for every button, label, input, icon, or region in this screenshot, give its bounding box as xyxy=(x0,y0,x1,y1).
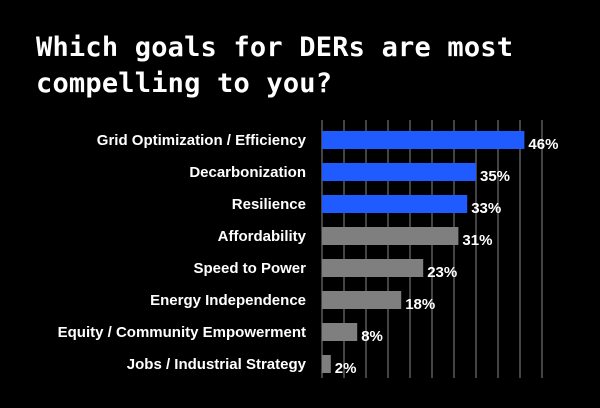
value-label-2: 33% xyxy=(471,200,501,217)
value-label-6: 8% xyxy=(361,328,383,345)
bar-3 xyxy=(322,227,459,245)
bar-4 xyxy=(322,259,424,277)
bar-0 xyxy=(322,131,525,149)
bar-7 xyxy=(322,355,331,373)
category-label-7: Jobs / Industrial Strategy xyxy=(127,356,307,373)
value-label-4: 23% xyxy=(427,264,457,281)
bar-2 xyxy=(322,195,468,213)
category-labels: Grid Optimization / Efficiency Decarboniz… xyxy=(58,132,307,373)
category-label-2: Resilience xyxy=(232,196,306,213)
value-label-1: 35% xyxy=(480,168,510,185)
bar-1 xyxy=(322,163,476,181)
category-label-1: Decarbonization xyxy=(189,164,306,181)
value-label-3: 31% xyxy=(462,232,492,249)
category-label-0: Grid Optimization / Efficiency xyxy=(97,132,307,149)
bar-6 xyxy=(322,323,358,341)
category-label-6: Equity / Community Empowerment xyxy=(58,324,306,341)
category-label-3: Affordability xyxy=(218,228,307,245)
bars xyxy=(322,131,525,373)
value-label-0: 46% xyxy=(528,136,558,153)
chart-title: Which goals for DERs are most compelling… xyxy=(36,32,514,99)
value-label-5: 18% xyxy=(405,296,435,313)
category-label-4: Speed to Power xyxy=(193,260,306,277)
value-label-7: 2% xyxy=(335,360,357,377)
bar-5 xyxy=(322,291,402,309)
value-labels: 46% 35% 33% 31% 23% 18% 8%2% xyxy=(335,136,559,377)
category-label-5: Energy Independence xyxy=(150,292,306,309)
